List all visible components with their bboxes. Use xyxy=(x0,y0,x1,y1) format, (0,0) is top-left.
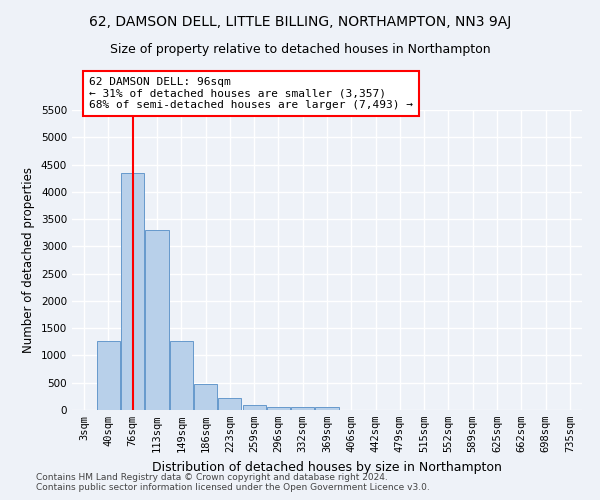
Bar xyxy=(242,405,266,410)
Text: Contains public sector information licensed under the Open Government Licence v3: Contains public sector information licen… xyxy=(36,484,430,492)
Bar xyxy=(121,172,144,410)
X-axis label: Distribution of detached houses by size in Northampton: Distribution of detached houses by size … xyxy=(152,460,502,473)
Bar xyxy=(145,230,169,410)
Bar xyxy=(218,398,241,410)
Bar xyxy=(194,384,217,410)
Y-axis label: Number of detached properties: Number of detached properties xyxy=(22,167,35,353)
Bar xyxy=(291,408,314,410)
Text: 62, DAMSON DELL, LITTLE BILLING, NORTHAMPTON, NN3 9AJ: 62, DAMSON DELL, LITTLE BILLING, NORTHAM… xyxy=(89,15,511,29)
Text: Size of property relative to detached houses in Northampton: Size of property relative to detached ho… xyxy=(110,42,490,56)
Bar xyxy=(97,342,120,410)
Text: Contains HM Land Registry data © Crown copyright and database right 2024.: Contains HM Land Registry data © Crown c… xyxy=(36,474,388,482)
Text: 62 DAMSON DELL: 96sqm
← 31% of detached houses are smaller (3,357)
68% of semi-d: 62 DAMSON DELL: 96sqm ← 31% of detached … xyxy=(89,77,413,110)
Bar xyxy=(170,342,193,410)
Bar xyxy=(267,408,290,410)
Bar xyxy=(316,408,338,410)
